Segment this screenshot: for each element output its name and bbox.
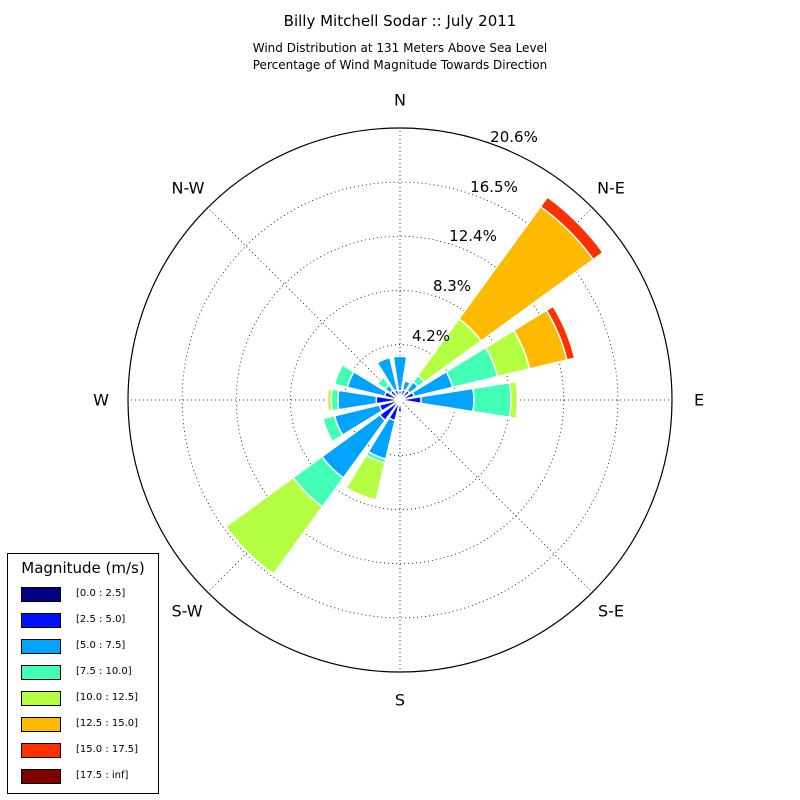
direction-label: E [694, 391, 704, 410]
windrose-bars [224, 195, 605, 576]
windrose-bar [333, 363, 355, 389]
legend-label: [5.0 : 7.5] [76, 640, 126, 651]
grid-circle [235, 235, 565, 565]
windrose-bar [545, 305, 576, 361]
radial-tick-label: 4.2% [412, 327, 450, 345]
windrose-bar [539, 195, 605, 261]
legend-label: [17.5 : inf] [76, 770, 129, 781]
windrose-bar [508, 380, 519, 420]
legend-swatch [21, 639, 61, 654]
direction-label: N-W [172, 179, 205, 198]
windrose-bar [376, 356, 399, 393]
direction-label: S [395, 691, 405, 710]
legend-label: [2.5 : 5.0] [76, 614, 126, 625]
grid-spoke [399, 399, 593, 593]
windrose-bar [392, 355, 408, 392]
windrose-bar [322, 414, 344, 443]
direction-label: S-W [171, 602, 202, 621]
grid-circle [181, 181, 619, 619]
outer-circle [127, 127, 673, 673]
legend-swatch [21, 769, 61, 784]
windrose-bar [224, 476, 324, 576]
legend-swatch [21, 691, 61, 706]
grid-spoke [207, 207, 401, 401]
radial-tick-label: 16.5% [470, 178, 518, 196]
legend-label: [15.0 : 17.5] [76, 744, 139, 755]
direction-label: S-E [598, 602, 624, 621]
direction-label: N-E [597, 179, 625, 198]
windrose-bar [401, 379, 412, 393]
chart-subtitle-line2: Percentage of Wind Magnitude Towards Dir… [252, 58, 548, 72]
legend-swatch [21, 743, 61, 758]
legend-swatch [21, 665, 61, 680]
legend-swatch [21, 587, 61, 602]
windrose-bar [326, 387, 334, 413]
legend-label: [12.5 : 15.0] [76, 718, 139, 729]
direction-label: N [394, 91, 406, 110]
direction-label: W [93, 391, 109, 410]
radial-tick-label: 12.4% [449, 227, 497, 245]
axis-labels: N N-E E S-E S S-W W N-W 4.2% 8.3% 12.4% 16.5% 20.6% [93, 91, 704, 710]
radial-tick-label: 20.6% [490, 128, 538, 146]
chart-title: Billy Mitchell Sodar :: July 2011 [283, 12, 517, 30]
legend-swatch [21, 717, 61, 732]
legend: Magnitude (m/s) [0.0 : 2.5] [2.5 : 5.0] [5… [7, 553, 159, 794]
legend-label: [10.0 : 12.5] [76, 692, 139, 703]
legend-label: [7.5 : 10.0] [76, 666, 132, 677]
windrose-bar [472, 381, 512, 419]
windrose-bar [376, 376, 391, 391]
legend-swatch [21, 613, 61, 628]
legend-label: [0.0 : 2.5] [76, 588, 126, 599]
legend-title: Magnitude (m/s) [21, 559, 145, 577]
radial-tick-label: 8.3% [433, 277, 471, 295]
windrose-bar [345, 454, 386, 502]
chart-subtitle-line1: Wind Distribution at 131 Meters Above Se… [252, 41, 548, 55]
